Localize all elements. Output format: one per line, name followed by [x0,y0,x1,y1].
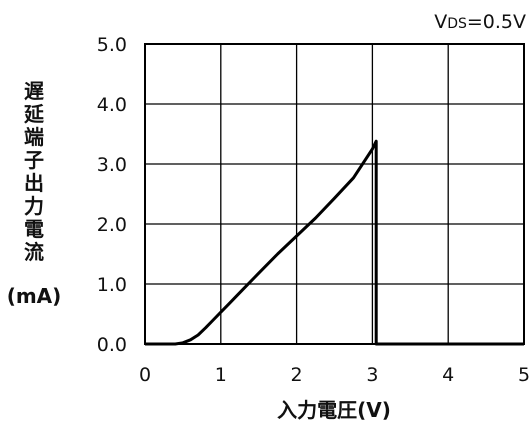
x-tick-label: 5 [518,364,530,386]
y-axis-title-char: 端 [24,125,44,149]
y-axis-title-char: 遅 [24,79,44,103]
x-tick-label: 0 [139,364,151,386]
y-tick-label: 3.0 [97,154,127,176]
y-axis-title-char: 延 [23,102,45,126]
x-tick-label: 1 [215,364,227,386]
y-tick-label: 4.0 [97,94,127,116]
grid [144,43,525,345]
y-tick-label: 5.0 [97,34,127,56]
y-axis-title-char: 電 [24,217,44,241]
condition-label: VDS=0.5V [434,11,526,33]
y-axis-title-char: 子 [24,148,44,172]
y-axis-unit: (mA) [7,284,62,308]
y-tick-labels: 0.0 1.0 2.0 3.0 4.0 5.0 [97,34,127,356]
y-tick-label: 1.0 [97,274,127,296]
x-tick-label: 2 [291,364,303,386]
y-tick-label: 0.0 [97,334,127,356]
y-axis-title-char: 出 [24,171,44,195]
series-line-0 [145,139,524,346]
x-tick-label: 4 [442,364,454,386]
plot-frame [144,43,525,345]
series-layer [145,139,524,346]
x-tick-labels: 0 1 2 3 4 5 [139,364,530,386]
y-axis-title-char: 力 [24,194,44,218]
y-axis-title-char: 流 [24,240,44,264]
x-tick-label: 3 [366,364,378,386]
y-tick-label: 2.0 [97,214,127,236]
x-axis-title: 入力電圧(V) [277,398,391,422]
